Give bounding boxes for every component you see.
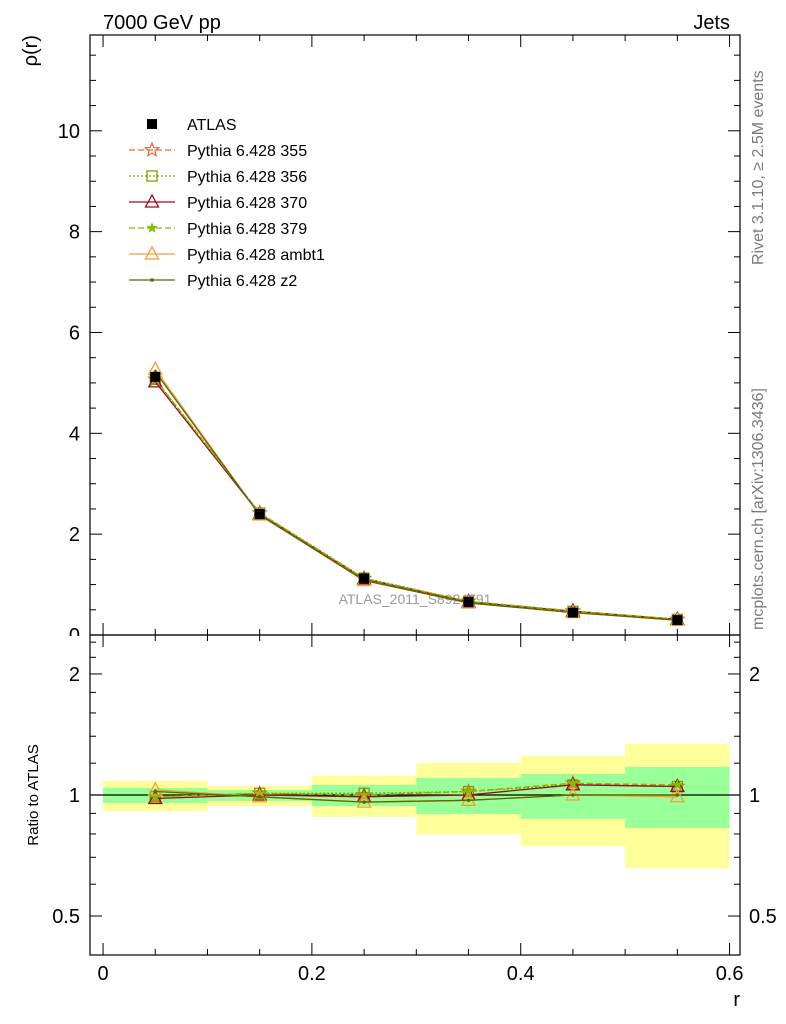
pythia-6-428-ambt1-ratio-marker (252, 788, 268, 803)
axes (89, 34, 741, 956)
header-collision-label: 7000 GeV pp (103, 12, 221, 34)
legend-entry: Pythia 6.428 z2 (129, 273, 297, 290)
main-y-tick-label: 6 (69, 323, 80, 345)
legend-label: ATLAS (187, 117, 237, 134)
legend-entry: Pythia 6.428 355 (129, 141, 307, 160)
ratio-tick-labels: 0.5 0.5 1 1 2 2 0 0.2 0.4 0.6 (52, 664, 777, 985)
pythia-6-428-z2-ratio-marker (571, 793, 575, 797)
atlas-marker (359, 573, 370, 584)
pythia-6-428-379-ratio-marker (671, 778, 683, 790)
main-y-tick-label: 4 (69, 423, 80, 445)
pythia-6-428-356-line (154, 378, 678, 621)
pythia-6-428-z2-ratio-marker (153, 789, 158, 794)
pythia-6-428-z2-ratio-line (155, 790, 678, 803)
x-axis-label: r (733, 989, 740, 1011)
atlas-marker (463, 596, 474, 607)
legend-entry: Pythia 6.428 370 (129, 193, 307, 212)
inner-band-bin (625, 766, 730, 828)
main-y-tick-label: 8 (69, 222, 80, 244)
ratio-y-tick-label-left: 0.5 (52, 906, 80, 928)
pythia-6-428-ambt1-legend-marker (144, 245, 160, 260)
legend-label: Pythia 6.428 355 (187, 143, 307, 160)
pythia-6-428-ambt1-line (154, 368, 678, 621)
legend-entry: Pythia 6.428 356 (129, 169, 307, 186)
pythia-6-428-370-ratio-marker (147, 790, 163, 805)
header-process-label: Jets (693, 12, 730, 34)
x-tick-label: 0.2 (298, 963, 326, 985)
legend-entry: Pythia 6.428 ambt1 (129, 245, 325, 264)
ratio-y-axis-label: Ratio to ATLAS (25, 744, 42, 845)
atlas-marker (150, 371, 161, 382)
pythia-6-428-ambt1-ratio-marker (356, 793, 372, 808)
main-panel-series (147, 360, 686, 627)
x-tick-label: 0.6 (716, 963, 744, 985)
pythia-6-428-ambt1-ratio-marker (565, 786, 581, 801)
main-y-tick-labels: 0 2 4 6 8 10 (58, 121, 80, 647)
ratio-y-tick-label-right: 0.5 (749, 906, 777, 928)
ratio-y-tick-label-left: 1 (69, 785, 80, 807)
ratio-y-tick-label-left: 2 (69, 664, 80, 686)
legend-label: Pythia 6.428 356 (187, 169, 307, 186)
legend-label: Pythia 6.428 379 (187, 221, 307, 238)
main-y-tick-label: 0 (69, 625, 80, 647)
pythia-6-428-379-ratio-line (155, 782, 678, 798)
main-y-axis-label: ρ(r) (20, 35, 42, 66)
pythia-6-428-355-legend-marker (143, 141, 161, 158)
legend-label: Pythia 6.428 ambt1 (187, 247, 325, 264)
ratio-y-tick-label-right: 2 (749, 664, 760, 686)
pythia-6-428-379-line (154, 378, 678, 620)
legend-label: Pythia 6.428 z2 (187, 273, 297, 290)
ratio-y-tick-label-right: 1 (749, 785, 760, 807)
atlas-legend-marker (147, 119, 157, 129)
pythia-6-428-z2-legend-marker (150, 278, 154, 282)
pythia-6-428-ambt1-ratio-marker (460, 791, 477, 806)
pythia-6-428-370-ratio-marker (669, 778, 685, 793)
main-y-tick-label: 2 (69, 524, 80, 546)
pythia-6-428-356-ratio-line (155, 784, 678, 798)
pythia-6-428-z2-ratio-marker (466, 798, 471, 803)
legend-entry: Pythia 6.428 379 (129, 221, 307, 238)
legend: ATLAS Pythia 6.428 355 Pythia 6.428 356 Pyt… (129, 117, 325, 290)
pythia-6-428-379-ratio-marker (567, 777, 579, 788)
atlas-marker (672, 615, 683, 626)
analysis-watermark: ATLAS_2011_S8924791 (339, 591, 492, 607)
legend-label: Pythia 6.428 370 (187, 195, 307, 212)
pythia-6-428-379-legend-marker (146, 222, 158, 233)
pythia-6-428-z2-line (154, 371, 678, 621)
atlas-marker (567, 607, 578, 618)
pythia-6-428-356-legend-marker (146, 170, 158, 182)
pythia-6-428-370-legend-marker (144, 193, 160, 208)
pythia-6-428-ambt1-ratio-marker (147, 781, 163, 796)
pythia-6-428-z2-ratio-marker (675, 793, 680, 797)
pythia-6-428-z2-ratio-marker (257, 794, 262, 799)
legend-entry: ATLAS (147, 117, 237, 134)
pythia-6-428-355-line (154, 378, 678, 621)
x-tick-label: 0.4 (507, 963, 535, 985)
x-tick-label: 0 (98, 963, 109, 985)
atlas-marker (254, 508, 265, 519)
rivet-version-text: Rivet 3.1.10, ≥ 2.5M events (750, 70, 767, 265)
pythia-6-428-ambt1-ratio-marker (669, 788, 685, 803)
main-y-tick-label: 10 (58, 121, 80, 143)
ratio-uncertainty-bands (103, 744, 730, 869)
pythia-6-428-z2-ratio-marker (362, 800, 366, 804)
mcplots-reference-text: mcplots.cern.ch [arXiv:1306.3436] (750, 388, 767, 630)
pythia-6-428-370-line (154, 381, 678, 621)
ratio-panel-series (90, 774, 740, 808)
